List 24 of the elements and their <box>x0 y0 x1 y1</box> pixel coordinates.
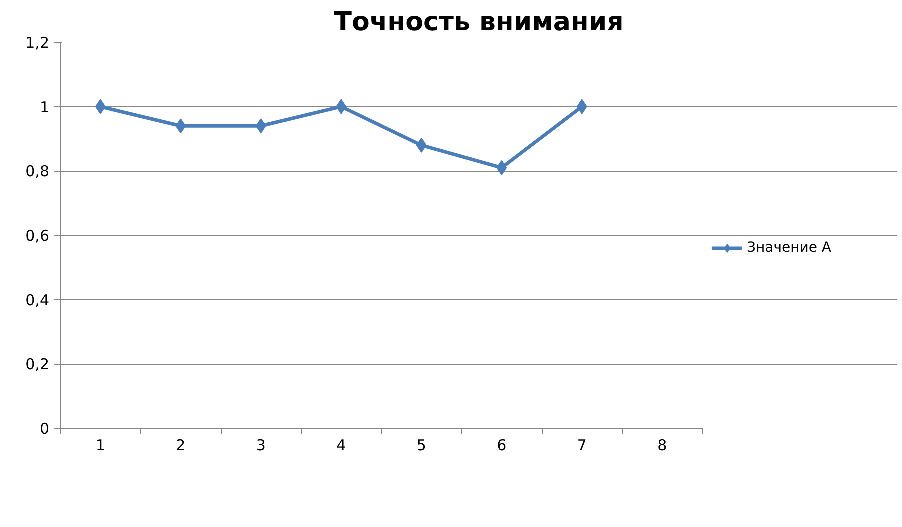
legend-label: Значение А <box>747 240 832 256</box>
point <box>496 160 508 176</box>
x-tick-label: 7 <box>577 436 587 454</box>
y-tick-label: 0,4 <box>26 291 50 310</box>
point <box>95 99 106 114</box>
chart-title: Точность внимания <box>334 8 624 38</box>
x-tick-label: 1 <box>96 436 106 454</box>
y-tick-label: 0,6 <box>26 227 50 245</box>
x-tick-label: 2 <box>176 436 186 454</box>
point <box>176 118 186 134</box>
y-tick-label: 1 <box>40 98 50 116</box>
y-tick-label: 1,2 <box>26 34 50 52</box>
point <box>336 99 347 114</box>
x-tick-label: 8 <box>658 436 668 454</box>
y-tick-label: 0,8 <box>26 162 50 181</box>
x-tick-label: 3 <box>256 436 266 454</box>
x-tick-label: 6 <box>497 436 507 454</box>
x-tick-label: 5 <box>416 436 426 454</box>
x-tick-label: 4 <box>336 436 346 454</box>
point <box>576 99 588 114</box>
point <box>256 118 266 134</box>
y-tick-label: 0 <box>40 420 50 438</box>
point <box>416 138 427 153</box>
y-tick-label: 0,2 <box>26 356 50 374</box>
